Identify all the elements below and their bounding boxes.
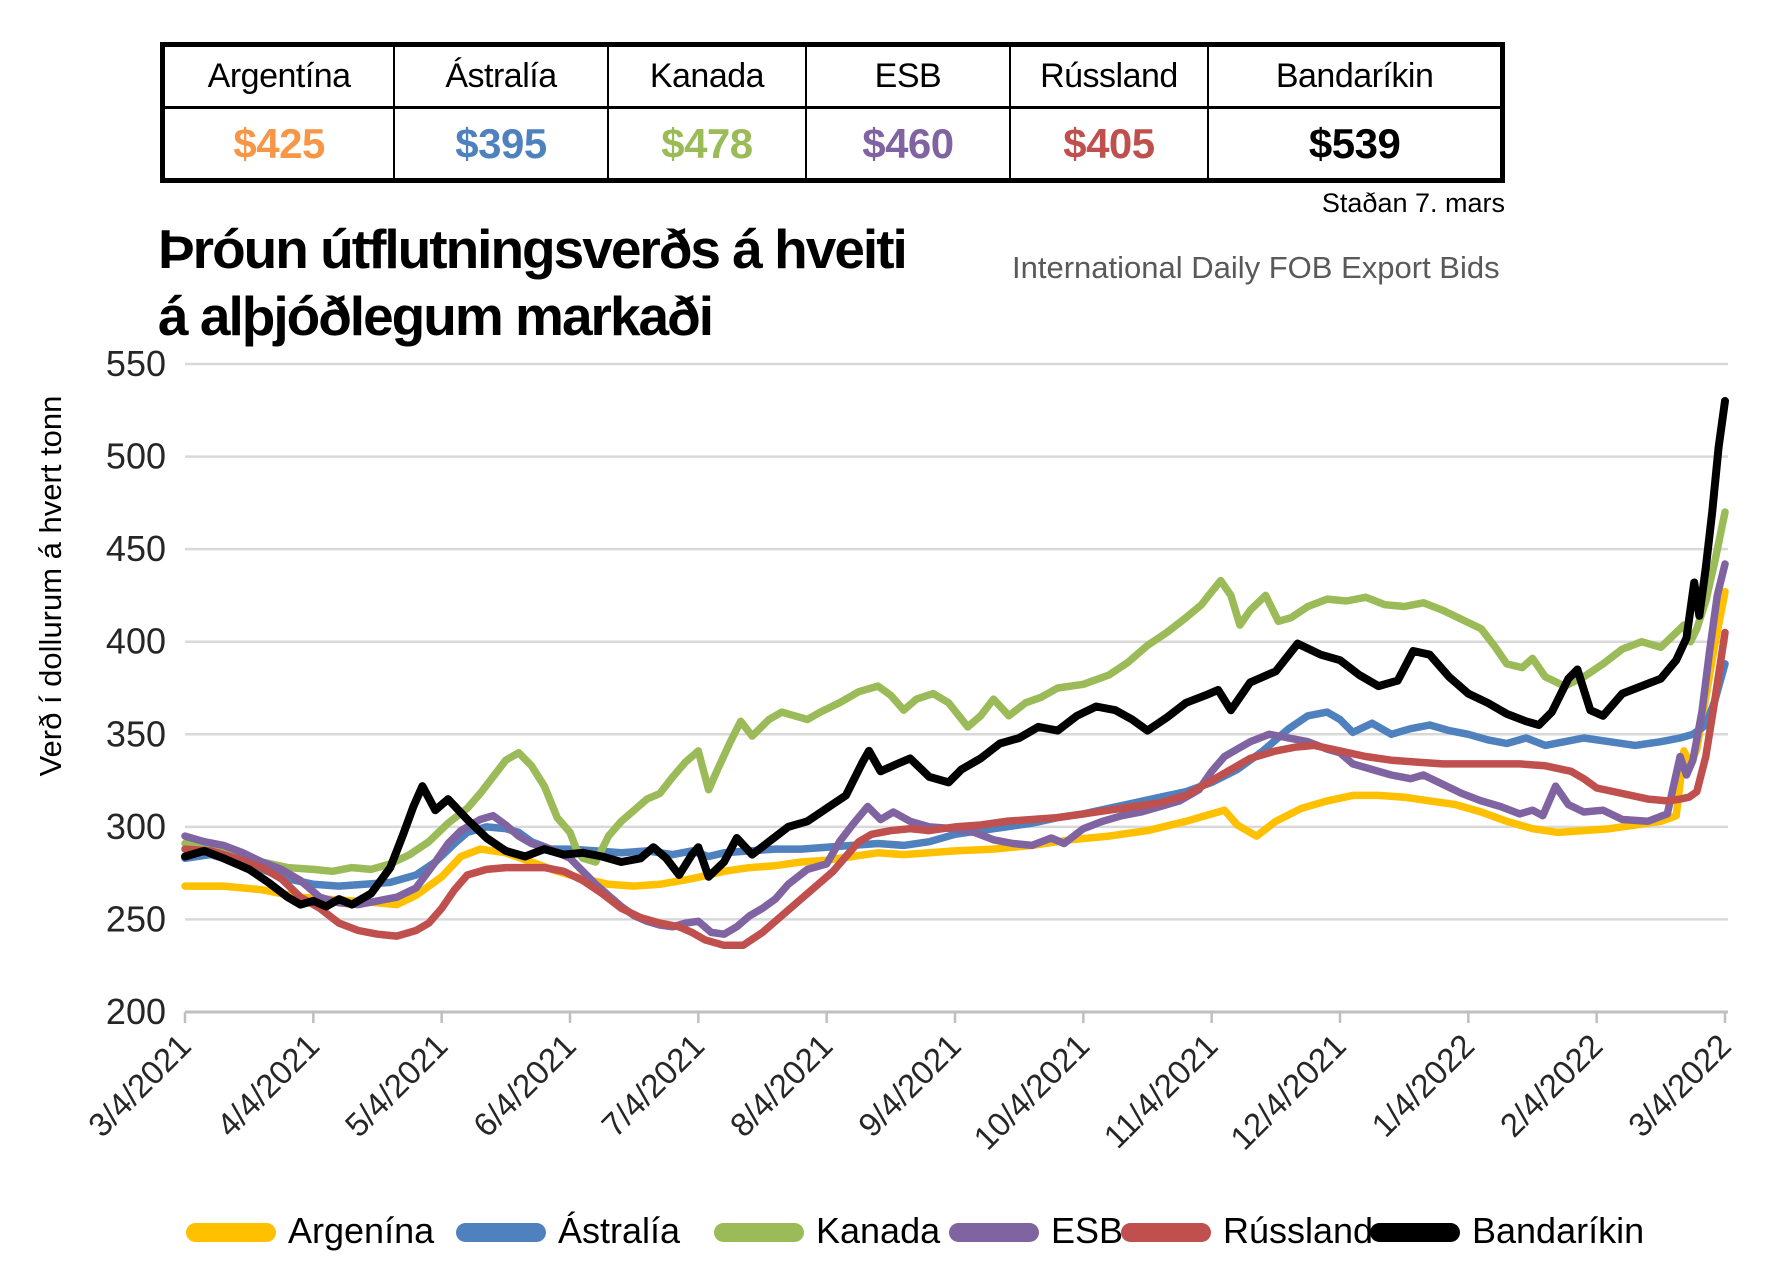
page-title: Þróun útflutningsverðs á hveiti á alþjóð… — [158, 216, 908, 350]
table-price-value: $405 — [1063, 119, 1155, 167]
legend-label: Rússland — [1223, 1210, 1374, 1251]
series-line-ástralía — [181, 660, 1729, 890]
x-tick-label-12/4/2021: 12/4/2021 — [1223, 1027, 1353, 1157]
table-column-rússland: Rússland $405 — [1008, 47, 1208, 178]
x-tick-label-5/4/2021: 5/4/2021 — [338, 1027, 455, 1144]
series-line-rússland — [181, 628, 1729, 950]
table-header: Bandaríkin — [1209, 47, 1501, 109]
y-tick-label-450: 450 — [106, 528, 166, 569]
legend-swatch-icon — [714, 1223, 804, 1242]
table-column-kanada: Kanada $478 — [606, 47, 806, 178]
legend-swatch-icon — [1370, 1223, 1460, 1242]
x-tick-label-6/4/2021: 6/4/2021 — [466, 1027, 583, 1144]
y-tick-label-500: 500 — [106, 436, 166, 477]
table-price-value: $460 — [862, 119, 954, 167]
x-tick-label-4/4/2021: 4/4/2021 — [209, 1027, 326, 1144]
table-header: Argentína — [165, 47, 394, 109]
x-tick-label-2/4/2022: 2/4/2022 — [1493, 1027, 1610, 1144]
table-column-argentína: Argentína $425 — [165, 47, 394, 178]
legend-swatch-icon — [949, 1223, 1039, 1242]
legend-swatch-icon — [1121, 1223, 1211, 1242]
y-tick-label-350: 350 — [106, 713, 166, 754]
y-tick-label-200: 200 — [106, 991, 166, 1032]
x-tick-label-3/4/2021: 3/4/2021 — [81, 1027, 198, 1144]
price-table: Argentína $425 Ástralía $395 Kanada $478 ESB $4… — [160, 42, 1505, 183]
series-line-bandaríkin — [181, 397, 1729, 911]
legend-label: Kanada — [816, 1210, 941, 1251]
table-column-bandaríkin: Bandaríkin $539 — [1207, 47, 1501, 178]
y-tick-label-250: 250 — [106, 898, 166, 939]
page-title-line2: á alþjóðlegum markaði — [158, 285, 714, 347]
y-tick-label-400: 400 — [106, 621, 166, 662]
table-price-value: $478 — [661, 119, 753, 167]
table-price-value: $395 — [455, 119, 547, 167]
legend-label: Argenína — [288, 1210, 435, 1251]
legend-label: ESB — [1051, 1210, 1124, 1251]
table-price-value: $425 — [233, 119, 325, 167]
x-tick-label-1/4/2022: 1/4/2022 — [1364, 1027, 1481, 1144]
page-title-line1: Þróun útflutningsverðs á hveiti — [158, 218, 908, 280]
legend-label: Ástralía — [558, 1210, 681, 1251]
table-header: ESB — [807, 47, 1009, 109]
legend-label: Bandaríkin — [1472, 1210, 1645, 1251]
status-note: Staðan 7. mars — [1321, 188, 1505, 218]
table-column-ástralía: Ástralía $395 — [393, 47, 607, 178]
table-price-value: $539 — [1308, 119, 1401, 167]
x-tick-label-9/4/2021: 9/4/2021 — [851, 1027, 968, 1144]
x-tick-label-10/4/2021: 10/4/2021 — [966, 1027, 1096, 1157]
y-axis-title: Verð í dollurum á hvert tonn — [33, 395, 68, 777]
series-line-argenína — [181, 587, 1729, 909]
y-tick-label-550: 550 — [106, 343, 166, 384]
x-tick-label-11/4/2021: 11/4/2021 — [1096, 1027, 1224, 1155]
y-tick-label-300: 300 — [106, 806, 166, 847]
legend-swatch-icon — [456, 1223, 546, 1242]
x-tick-label-8/4/2021: 8/4/2021 — [723, 1027, 840, 1144]
table-header: Ástralía — [395, 47, 607, 109]
x-tick-label-3/4/2022: 3/4/2022 — [1621, 1027, 1738, 1144]
table-column-esb: ESB $460 — [805, 47, 1009, 178]
table-header: Kanada — [608, 47, 806, 109]
x-tick-label-7/4/2021: 7/4/2021 — [594, 1027, 711, 1144]
chart-subtitle: International Daily FOB Export Bids — [1012, 250, 1500, 285]
table-header: Rússland — [1010, 47, 1208, 109]
series-line-kanada — [181, 508, 1729, 876]
legend-swatch-icon — [186, 1223, 276, 1242]
